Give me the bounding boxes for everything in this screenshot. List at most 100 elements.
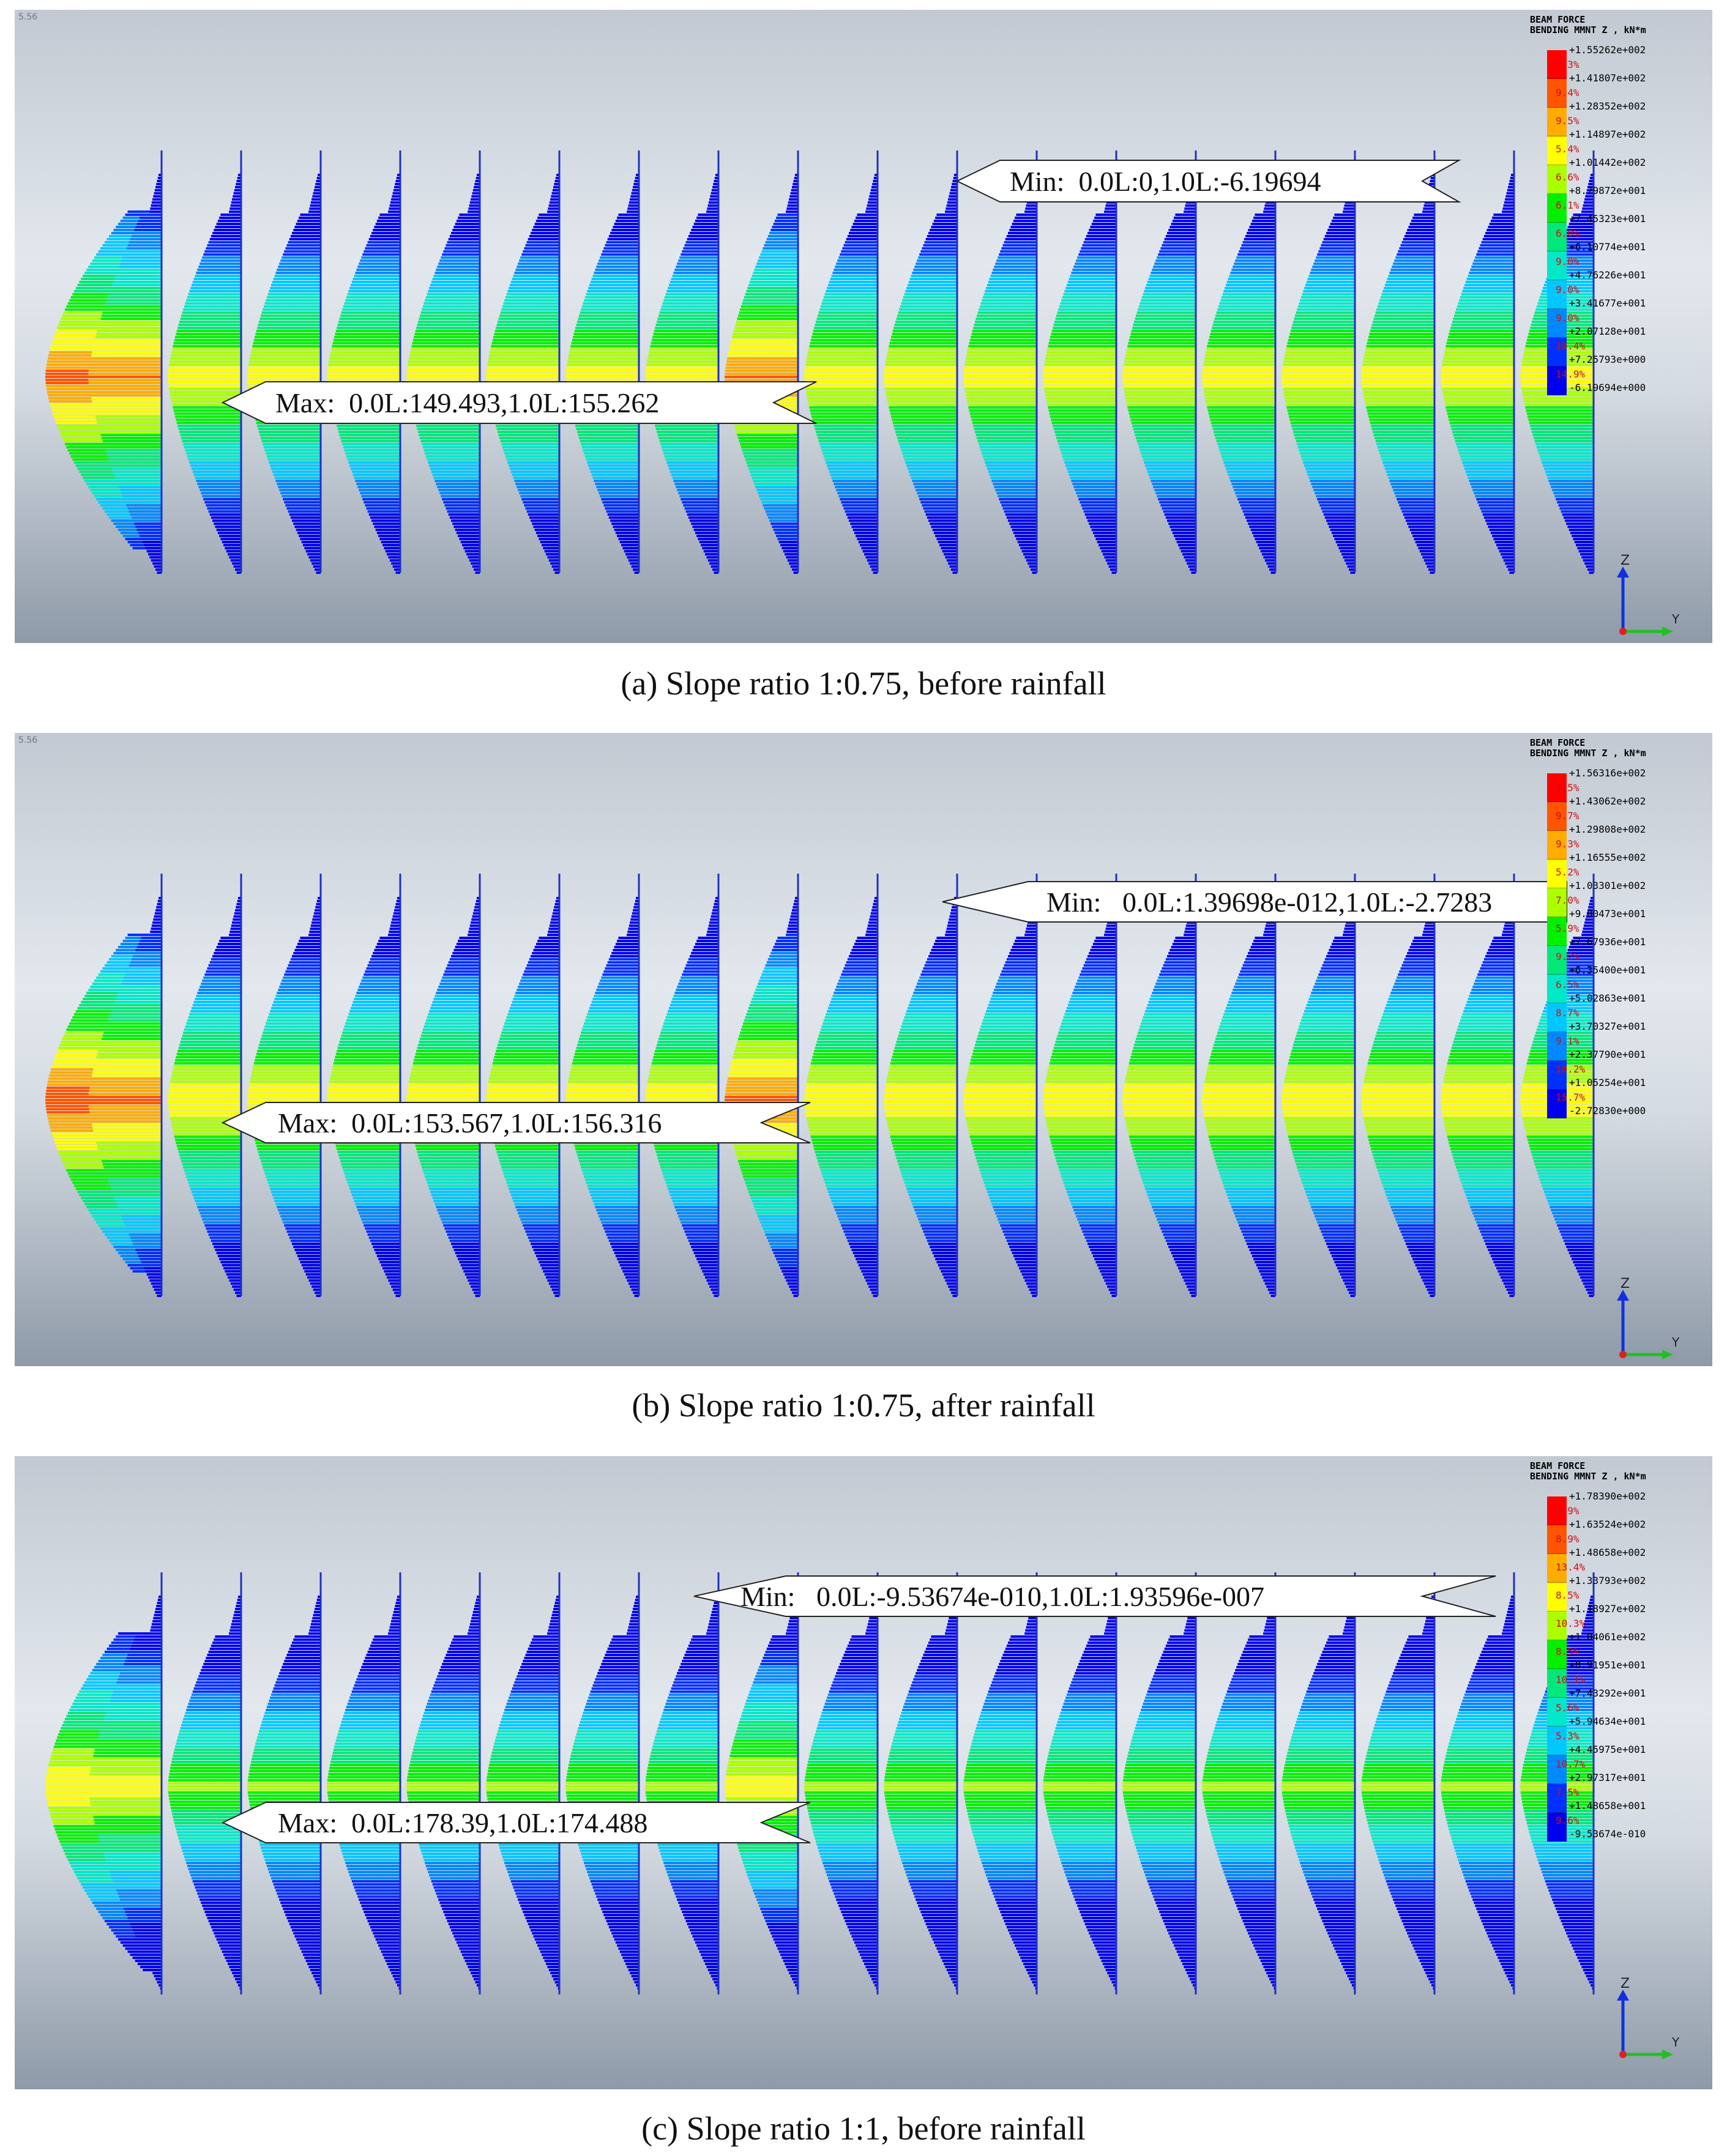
legend-swatch	[1547, 280, 1567, 309]
pile-moment-diagram	[168, 874, 242, 1297]
pile-moment-diagram	[804, 1572, 879, 1994]
legend-percent: 10.1%	[1556, 1674, 1586, 1686]
pile-moment-diagram	[168, 151, 242, 574]
pile-moment-diagram	[565, 151, 640, 574]
legend-percent: 10.4%	[1556, 340, 1586, 352]
pile-moment-diagram	[963, 874, 1038, 1297]
moment-diagrams	[45, 874, 1595, 1297]
max-value: 0.0L:153.567,1.0L:156.316	[351, 1107, 662, 1139]
pile-moment-diagram	[1043, 1572, 1117, 1994]
legend-value: -2.72830e+000	[1569, 1105, 1646, 1117]
pile-moment-diagram	[327, 874, 401, 1297]
pile-moment-diagram	[1202, 874, 1277, 1297]
legend-swatch	[1547, 802, 1567, 831]
pile-moment-diagram	[1122, 874, 1197, 1297]
pile-moment-diagram	[884, 874, 958, 1297]
axis-arrows-icon	[1617, 1290, 1673, 1359]
pile-moment-diagram	[88, 151, 163, 574]
pile-moment-diagram	[725, 1572, 799, 1994]
pile-moment-diagram	[963, 151, 1038, 574]
color-legend: BEAM FORCE BENDING MMNT Z , kN*m +1.5526…	[1530, 15, 1712, 400]
legend-percent: 9.3%	[1556, 838, 1580, 850]
legend-value: +1.33793e+002	[1569, 1575, 1646, 1586]
pile-moment-diagram	[725, 151, 799, 574]
pile-moment-diagram	[406, 874, 481, 1297]
legend-value: -9.53674e-010	[1569, 1828, 1646, 1840]
max-prefix: Max:	[278, 1107, 338, 1139]
legend-value: +1.05254e+001	[1569, 1077, 1646, 1088]
pile-moment-diagram	[1043, 874, 1117, 1297]
legend-value: +1.56316e+002	[1569, 767, 1646, 779]
legend-value: +5.94634e+001	[1569, 1716, 1646, 1727]
legend-swatch	[1547, 1784, 1567, 1813]
axis-z-label: Z	[1621, 553, 1630, 568]
legend-swatch	[1547, 136, 1567, 165]
legend-value: -6.19694e+000	[1569, 382, 1646, 393]
legend-value: +8.91951e+001	[1569, 1659, 1646, 1671]
pile-moment-diagram	[406, 1572, 481, 1994]
legend-percent: 9.0%	[1556, 284, 1580, 296]
max-value: 0.0L:178.39,1.0L:174.488	[351, 1807, 648, 1838]
legend-swatch	[1547, 1003, 1567, 1032]
legend-title: BEAM FORCE	[1530, 14, 1586, 25]
legend-percent: 15.7%	[1556, 1091, 1586, 1103]
legend-swatch	[1547, 975, 1567, 1003]
pile-moment-diagram	[725, 874, 799, 1297]
legend-percent: 10.7%	[1556, 1758, 1586, 1770]
pile-moment-diagram	[804, 151, 879, 574]
pile-moment-diagram	[804, 874, 879, 1297]
result-panel-b: 5.56 Min: 0.0L:1.39698e-012,1.0L:-2.7283…	[15, 733, 1712, 1366]
caption-b: (b) Slope ratio 1:0.75, after rainfall	[632, 1387, 1095, 1424]
min-prefix: Min:	[1046, 886, 1102, 918]
pile-moment-diagram	[486, 1572, 561, 1994]
legend-percent: 5.9%	[1556, 923, 1580, 934]
pile-moment-diagram	[1202, 1572, 1277, 1994]
pile-moment-diagram	[1441, 151, 1515, 574]
legend-percent: 7.0%	[1556, 894, 1580, 906]
pile-moment-diagram	[1361, 151, 1436, 574]
legend-value: +1.48658e+001	[1569, 1800, 1646, 1812]
legend-value: +1.16555e+002	[1569, 852, 1646, 863]
pile-moment-diagram	[1202, 151, 1277, 574]
corner-label: 5.56	[18, 735, 38, 745]
legend-color-bar	[1547, 1496, 1567, 1842]
pile-moment-diagram	[565, 874, 640, 1297]
legend-value: +2.97317e+001	[1569, 1772, 1646, 1783]
pile-moment-diagram	[884, 1572, 958, 1994]
legend-swatch	[1547, 1698, 1567, 1727]
min-value: 0.0L:0,1.0L:-6.19694	[1078, 165, 1321, 197]
legend-swatch	[1547, 50, 1567, 79]
legend-value: +6.10774e+001	[1569, 241, 1646, 253]
legend-value: +7.25793e+000	[1569, 354, 1646, 365]
axis-triad-icon: Z Y	[1613, 1976, 1680, 2068]
moment-diagrams	[45, 151, 1595, 574]
axis-arrows-icon	[1617, 1990, 1673, 2059]
legend-value: +1.43062e+002	[1569, 795, 1646, 807]
max-callout: Max: 0.0L:153.567,1.0L:156.316	[221, 1102, 811, 1143]
pile-moment-diagram	[1281, 1572, 1356, 1994]
legend-swatch	[1547, 79, 1567, 108]
pile-moment-diagram	[1043, 151, 1117, 574]
legend-percent: 10.3%	[1556, 1618, 1586, 1629]
pile-moment-diagram	[486, 874, 561, 1297]
legend-percent: 9.4%	[1556, 87, 1580, 99]
legend-value: +1.01442e+002	[1569, 157, 1646, 168]
min-value: 0.0L:1.39698e-012,1.0L:-2.7283	[1122, 886, 1493, 918]
legend-title: BEAM FORCE	[1530, 737, 1586, 748]
legend-value: +1.48658e+002	[1569, 1547, 1646, 1558]
pile-moment-diagram	[247, 151, 322, 574]
bending-moment-plot	[45, 874, 1595, 1297]
axis-y-label: Y	[1672, 1335, 1680, 1350]
min-callout: Min: 0.0L:0,1.0L:-6.19694	[955, 160, 1461, 203]
pile-moment-diagram	[1122, 151, 1197, 574]
bending-moment-plot	[45, 1572, 1595, 1994]
legend-percent: 10.2%	[1556, 1063, 1586, 1075]
pile-moment-diagram	[168, 1572, 242, 1994]
legend-percent: 8.7%	[1556, 1007, 1580, 1019]
legend-swatch	[1547, 223, 1567, 251]
legend-percent: 5.6%	[1556, 1702, 1580, 1714]
corner-label: 5.56	[18, 12, 38, 22]
legend-percent: 8.9%	[1556, 1533, 1580, 1545]
pile-moment-diagram	[406, 151, 481, 574]
legend-value: +6.35400e+001	[1569, 964, 1646, 976]
